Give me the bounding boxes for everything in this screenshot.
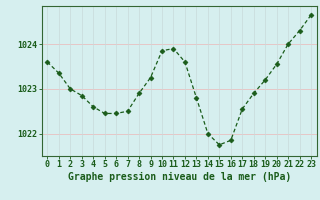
X-axis label: Graphe pression niveau de la mer (hPa): Graphe pression niveau de la mer (hPa) — [68, 172, 291, 182]
